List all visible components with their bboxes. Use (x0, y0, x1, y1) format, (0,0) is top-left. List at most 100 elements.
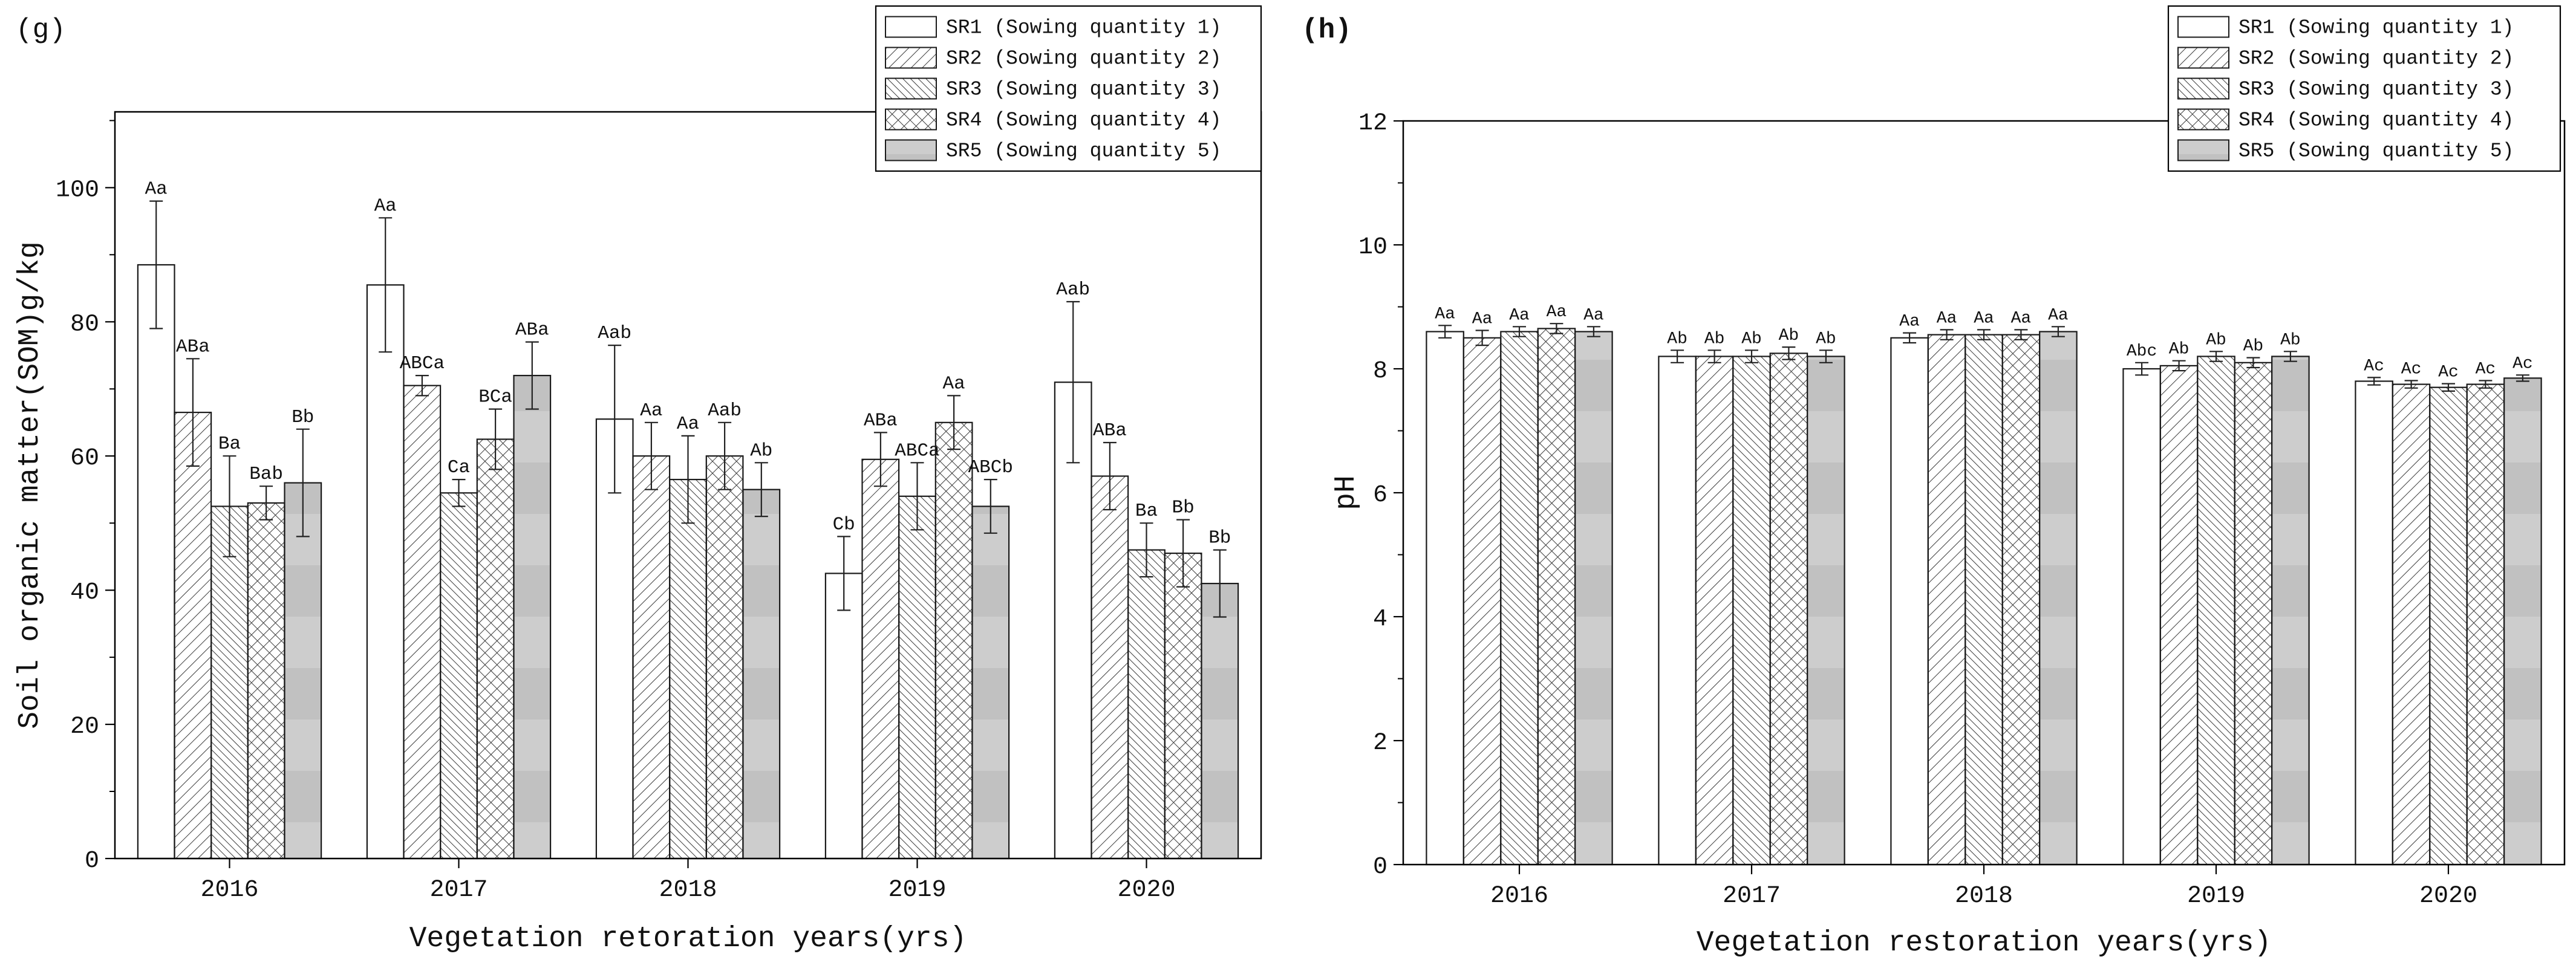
legend-label: SR4 (Sowing quantity 4) (2239, 109, 2514, 132)
significance-label: Ac (2512, 354, 2533, 373)
significance-label: Aa (942, 373, 965, 394)
significance-label: Aa (374, 195, 397, 216)
error-bar (754, 462, 768, 518)
significance-label: ABCa (400, 353, 445, 374)
legend-label: SR3 (Sowing quantity 3) (946, 79, 1221, 101)
legend-swatch (885, 77, 937, 100)
bar (742, 489, 781, 860)
error-bar (1176, 519, 1190, 588)
significance-label: Aa (145, 179, 168, 200)
y-tick-label: 40 (70, 579, 99, 606)
y-tick-label: 0 (85, 848, 99, 875)
significance-label: ABCb (968, 457, 1013, 478)
significance-label: Ac (2364, 357, 2384, 375)
significance-label: Aa (1509, 306, 1530, 325)
legend: SR1 (Sowing quantity 1) SR2 (Sowing quant… (875, 5, 1262, 172)
error-bar (1550, 323, 1564, 334)
legend-box (875, 5, 1262, 172)
bar (247, 502, 285, 860)
bar (1927, 334, 1966, 866)
bar (513, 374, 552, 860)
significance-label: Bab (249, 464, 283, 485)
error-bar (2367, 377, 2381, 386)
error-bar (1903, 332, 1917, 344)
significance-label: Bb (1172, 498, 1194, 519)
x-axis-title: Vegetation retoration years(yrs) (409, 923, 967, 955)
x-axis: 2016 2017 2018 2019 2020 (200, 859, 1176, 904)
bar (2159, 365, 2199, 866)
bar (2466, 383, 2505, 866)
error-bar (2442, 383, 2455, 392)
bar (366, 284, 405, 860)
error-bar (1103, 441, 1117, 511)
error-bar (1707, 349, 1721, 363)
x-tick-label: 2019 (888, 877, 946, 904)
significance-label: Aa (640, 400, 662, 421)
bar (2039, 331, 2078, 866)
legend-label: SR5 (Sowing quantity 5) (2239, 140, 2514, 163)
error-bar (718, 421, 732, 490)
series-4-bars: Aa Ab Aa Ab Ac (1537, 303, 2505, 866)
bar (2429, 386, 2468, 866)
error-bar (2051, 326, 2065, 337)
legend-label: SR1 (Sowing quantity 1) (2239, 17, 2514, 39)
panel-label: (h) (1302, 15, 1352, 46)
significance-label: Aa (1899, 313, 1920, 331)
x-tick-label: 2019 (2187, 883, 2245, 910)
significance-label: Aa (2011, 309, 2032, 328)
x-tick-label: 2017 (429, 877, 487, 904)
error-bar (379, 217, 393, 353)
y-axis-title: pH (1330, 475, 1363, 510)
error-bar (1671, 349, 1684, 363)
error-bar (259, 485, 273, 521)
y-tick-label: 2 (1373, 730, 1387, 757)
error-bar (415, 374, 429, 397)
x-tick-label: 2020 (1117, 877, 1175, 904)
bar (934, 421, 973, 860)
significance-label: Bb (292, 407, 314, 428)
significance-label: Aab (1056, 279, 1090, 300)
bar (1091, 475, 1129, 860)
bar (2503, 377, 2542, 866)
error-bar (149, 200, 163, 330)
significance-label: Aa (1547, 303, 1567, 322)
legend-swatch (2177, 108, 2229, 131)
error-bar (681, 435, 695, 524)
error-bar (910, 462, 924, 531)
significance-label: Cb (833, 514, 855, 535)
error-bar (1438, 325, 1452, 339)
significance-label: Ab (1816, 330, 1836, 348)
legend-swatch (2177, 139, 2229, 161)
legend-swatch (2177, 77, 2229, 100)
significance-label: Ab (750, 440, 772, 461)
significance-label: Ba (218, 433, 241, 455)
x-tick-label: 2018 (1955, 883, 2013, 910)
significance-label: Ab (2243, 337, 2264, 356)
series-3-bars: Aa Ab Aa Ab Ac (1500, 306, 2468, 866)
bar (2271, 356, 2310, 866)
x-axis-title: Vegetation restoration years(yrs) (1697, 927, 2272, 959)
significance-label: ABa (176, 336, 210, 357)
y-axis: 0 20 40 60 80 100 (56, 120, 115, 875)
error-bar (644, 421, 658, 490)
bar (1732, 356, 1771, 866)
bar (1500, 331, 1539, 866)
significance-label: Ac (2401, 360, 2422, 379)
bar (1965, 334, 2003, 866)
legend-swatch (885, 16, 937, 38)
error-bar (2135, 362, 2149, 376)
legend-swatch (2177, 16, 2229, 38)
error-bar (525, 341, 539, 410)
x-tick-label: 2016 (1490, 883, 1548, 910)
y-tick-label: 80 (70, 311, 99, 338)
significance-label: ABCa (895, 440, 939, 461)
x-tick-label: 2020 (2419, 883, 2477, 910)
error-bar (1213, 549, 1227, 618)
significance-label: Bb (1208, 528, 1231, 549)
y-tick-label: 6 (1373, 482, 1387, 509)
bar (2197, 356, 2235, 866)
bar (284, 482, 322, 860)
bar (1658, 356, 1697, 866)
bar (669, 478, 707, 860)
bar (476, 438, 515, 860)
